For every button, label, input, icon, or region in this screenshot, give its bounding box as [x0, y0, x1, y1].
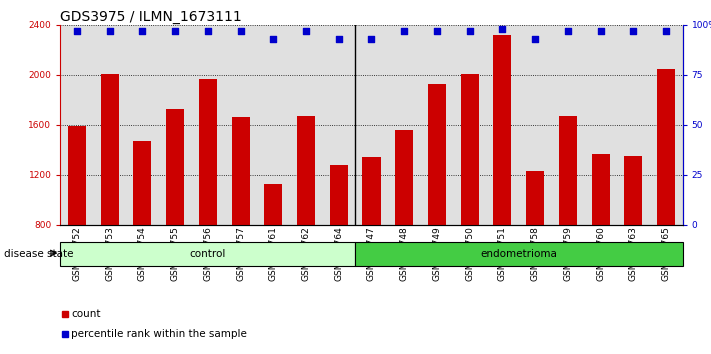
Point	[464, 28, 476, 34]
Bar	[461, 74, 479, 225]
Bar	[60, 242, 355, 266]
Text: count: count	[71, 309, 100, 319]
Bar	[592, 154, 610, 225]
Bar	[100, 74, 119, 225]
Bar	[428, 84, 446, 225]
Point	[333, 36, 344, 42]
Bar	[363, 157, 380, 225]
Text: endometrioma: endometrioma	[481, 249, 557, 259]
Bar	[199, 79, 217, 225]
Point	[497, 26, 508, 32]
Bar	[624, 156, 643, 225]
Point	[71, 28, 82, 34]
Point	[530, 36, 541, 42]
Point	[202, 28, 213, 34]
Bar	[133, 141, 151, 225]
Point	[661, 28, 672, 34]
Text: GDS3975 / ILMN_1673111: GDS3975 / ILMN_1673111	[60, 10, 242, 24]
Bar	[526, 171, 544, 225]
Point	[267, 36, 279, 42]
Text: disease state: disease state	[4, 249, 73, 259]
Point	[562, 28, 574, 34]
Bar	[264, 183, 282, 225]
Point	[235, 28, 246, 34]
Point	[169, 28, 181, 34]
Bar	[493, 35, 511, 225]
Point	[399, 28, 410, 34]
Bar	[559, 116, 577, 225]
Bar	[68, 126, 86, 225]
Bar	[355, 242, 683, 266]
Bar	[330, 165, 348, 225]
Bar	[232, 117, 250, 225]
Bar	[166, 109, 184, 225]
Text: percentile rank within the sample: percentile rank within the sample	[71, 329, 247, 339]
Bar	[657, 69, 675, 225]
Point	[365, 36, 377, 42]
Point	[628, 28, 639, 34]
Point	[300, 28, 311, 34]
Bar	[297, 116, 315, 225]
Text: control: control	[190, 249, 226, 259]
Point	[595, 28, 606, 34]
Point	[104, 28, 115, 34]
Point	[432, 28, 443, 34]
Point	[137, 28, 148, 34]
Bar	[395, 130, 413, 225]
